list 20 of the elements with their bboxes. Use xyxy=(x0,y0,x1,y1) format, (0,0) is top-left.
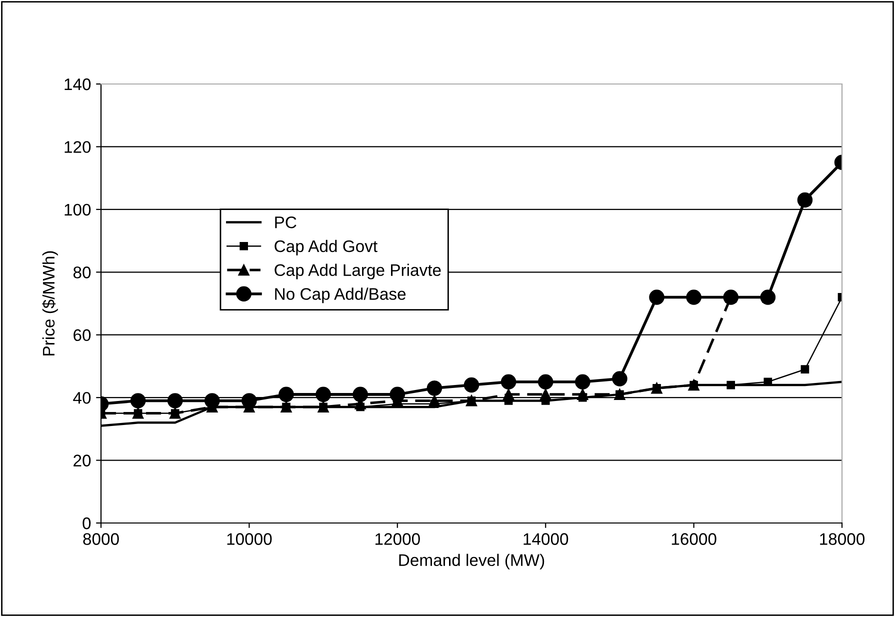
y-tick-label: 100 xyxy=(64,204,91,216)
y-tick-label: 140 xyxy=(64,78,91,90)
x-tick-label: 16000 xyxy=(672,533,716,545)
legend-label: Cap Add Large Priavte xyxy=(274,264,441,280)
x-axis-title: Demand level (MW) xyxy=(399,554,544,570)
y-axis-title: Price ($/MWh) xyxy=(42,251,58,356)
legend-label: PC xyxy=(275,216,296,228)
y-tick-label: 0 xyxy=(82,517,91,530)
x-tick-label: 14000 xyxy=(524,533,568,545)
y-tick-label: 80 xyxy=(73,266,91,278)
x-tick-label: 10000 xyxy=(227,533,272,545)
y-tick-label: 40 xyxy=(73,392,91,404)
legend-label: No Cap Add/Base xyxy=(275,288,406,304)
legend-label: Cap Add Govt xyxy=(274,240,378,256)
x-tick-label: 12000 xyxy=(376,533,420,545)
x-tick-label: 8000 xyxy=(83,533,119,545)
y-tick-label: 60 xyxy=(74,329,91,342)
y-tick-label: 120 xyxy=(64,141,91,153)
y-tick-label: 20 xyxy=(74,454,91,466)
x-tick-label: 18000 xyxy=(820,533,865,545)
